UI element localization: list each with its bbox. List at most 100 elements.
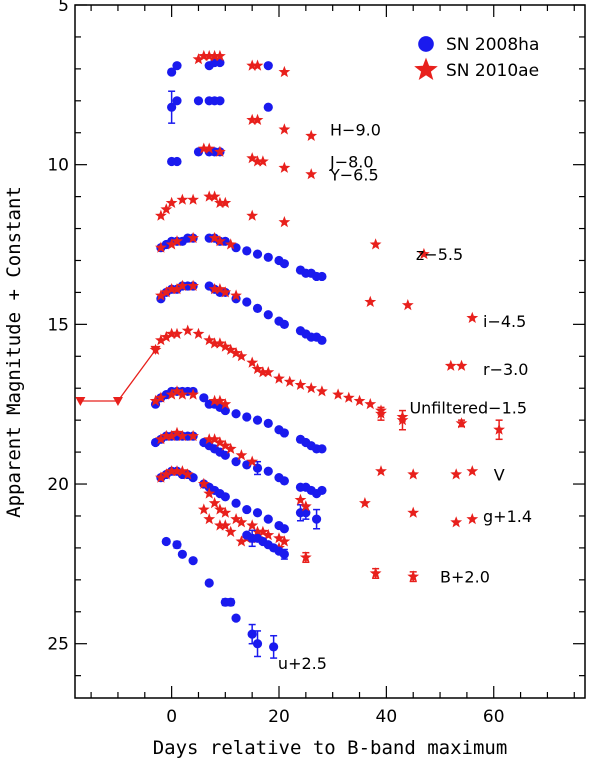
data-point <box>181 468 194 480</box>
series <box>155 279 479 323</box>
data-point <box>188 556 198 566</box>
data-point <box>112 397 123 406</box>
data-point <box>242 412 252 422</box>
data-point <box>203 190 216 202</box>
y-tick-label: 20 <box>47 475 69 495</box>
data-point <box>251 113 264 125</box>
data-point <box>242 297 252 307</box>
data-point <box>203 334 216 346</box>
data-point <box>208 433 221 445</box>
data-point <box>305 129 318 141</box>
series-line <box>80 349 157 402</box>
data-point <box>251 155 264 167</box>
series <box>156 281 327 345</box>
data-point <box>407 570 420 582</box>
data-point <box>203 513 216 525</box>
data-point <box>155 241 167 253</box>
series <box>155 465 479 547</box>
series <box>149 385 505 441</box>
data-point <box>246 152 259 164</box>
data-point <box>160 429 173 442</box>
data-point <box>224 238 237 250</box>
data-point <box>165 388 178 400</box>
data-point <box>214 49 226 62</box>
data-point <box>155 334 167 346</box>
data-point <box>214 519 226 531</box>
data-point <box>230 289 242 301</box>
data-point <box>219 286 232 298</box>
series <box>150 386 327 454</box>
data-point <box>204 578 214 588</box>
data-point <box>262 366 275 378</box>
data-point <box>263 102 273 112</box>
data-point <box>252 415 263 425</box>
y-tick-label: 15 <box>47 315 69 335</box>
data-point <box>311 514 322 524</box>
legend-label: SN 2008ha <box>446 35 539 55</box>
data-point <box>364 398 377 410</box>
data-point <box>160 286 173 298</box>
data-point <box>176 193 189 205</box>
band-label: V <box>494 465 505 484</box>
data-point <box>257 155 269 167</box>
data-point <box>342 391 355 403</box>
series <box>75 345 161 406</box>
data-point <box>401 299 414 311</box>
band-label: g+1.4 <box>483 507 532 526</box>
data-point <box>252 303 263 313</box>
data-point <box>214 436 226 448</box>
data-point <box>305 382 318 394</box>
data-point <box>396 414 409 426</box>
data-point <box>283 375 296 387</box>
data-point <box>176 465 189 477</box>
data-point <box>332 388 344 400</box>
data-point <box>359 497 371 509</box>
data-point <box>235 350 248 362</box>
data-point <box>176 429 189 442</box>
data-point <box>242 460 252 470</box>
data-point <box>155 433 167 445</box>
series <box>156 233 327 282</box>
data-point <box>317 271 327 282</box>
data-point <box>414 57 438 80</box>
series <box>155 231 237 253</box>
data-point <box>263 252 273 262</box>
data-point <box>167 67 177 77</box>
series <box>246 113 318 141</box>
data-point <box>252 508 263 518</box>
data-point <box>165 465 178 477</box>
data-point <box>167 102 177 112</box>
data-point <box>161 536 171 547</box>
x-tick-label: 0 <box>166 707 177 727</box>
data-point <box>155 391 167 403</box>
band-label: Unfiltered−1.5 <box>409 398 527 417</box>
data-point <box>214 145 226 157</box>
data-point <box>278 123 291 135</box>
data-point <box>263 514 273 524</box>
x-tick-label: 20 <box>268 707 290 727</box>
data-point <box>197 503 210 515</box>
data-point <box>187 193 199 205</box>
legend: SN 2008ha SN 2010ae <box>414 35 539 81</box>
x-tick-label: 60 <box>483 707 505 727</box>
data-point <box>455 417 468 429</box>
data-point <box>450 516 463 528</box>
data-point <box>188 473 198 483</box>
data-point <box>305 168 318 180</box>
data-point <box>165 196 178 208</box>
data-point <box>252 639 263 649</box>
data-point <box>203 433 216 445</box>
data-point <box>263 418 273 428</box>
data-point <box>279 259 289 269</box>
data-point <box>214 283 226 295</box>
data-point <box>171 426 183 438</box>
data-point <box>208 283 221 295</box>
data-point <box>466 311 479 323</box>
band-label: z−5.5 <box>416 245 463 264</box>
data-point <box>165 283 178 295</box>
data-point <box>235 449 248 461</box>
data-point <box>455 359 468 371</box>
data-point <box>279 549 289 559</box>
data-point <box>278 535 291 547</box>
